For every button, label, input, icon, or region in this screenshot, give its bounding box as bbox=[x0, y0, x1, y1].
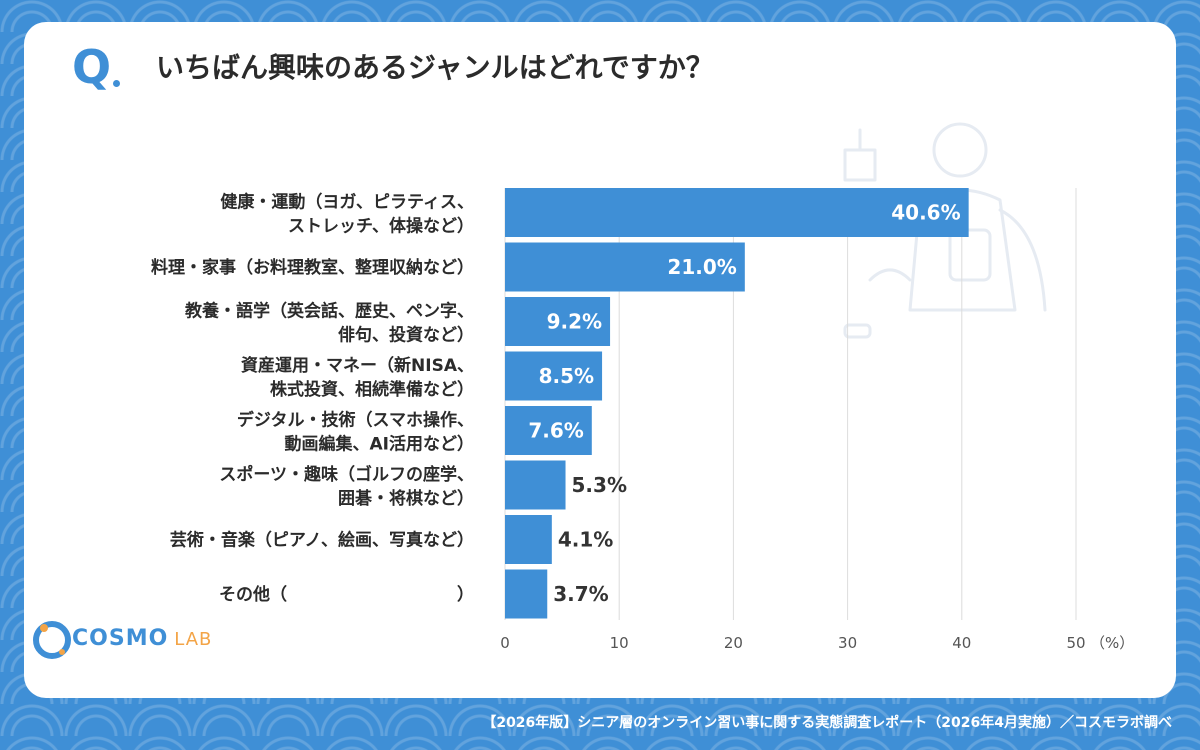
x-tick-label: 0 bbox=[500, 634, 510, 652]
x-tick-label: 40 bbox=[952, 634, 971, 652]
category-label: スポーツ・趣味（ゴルフの座学、 bbox=[219, 464, 474, 485]
category-label: ストレッチ、体操など） bbox=[288, 216, 474, 237]
category-label: 囲碁・将棋など） bbox=[338, 488, 474, 509]
bar bbox=[505, 515, 552, 564]
category-label: デジタル・技術（スマホ操作、 bbox=[237, 410, 474, 431]
category-labels: 健康・運動（ヨガ、ピラティス、ストレッチ、体操など） 料理・家事（お料理教室、整理… bbox=[151, 192, 474, 606]
bar-value-label: 3.7% bbox=[553, 582, 608, 606]
x-axis-unit: （%） bbox=[1090, 634, 1134, 652]
bar bbox=[505, 188, 969, 237]
category-label: 教養・語学（英会話、歴史、ペン字、 bbox=[184, 301, 474, 322]
logo-name: COSMO bbox=[72, 626, 169, 651]
bar bbox=[505, 569, 548, 619]
senior-illustration bbox=[843, 122, 1047, 339]
x-tick-label: 30 bbox=[838, 634, 857, 652]
bars: 40.6% 21.0% 9.2% 8.5% 7.6% 5.3% 4.1% 3.7% bbox=[505, 188, 969, 619]
category-label: 動画編集、AI活用など） bbox=[285, 434, 474, 455]
category-label: 俳句、投資など） bbox=[338, 325, 474, 346]
bar-value-label: 4.1% bbox=[558, 528, 613, 552]
bar-value-label: 8.5% bbox=[539, 364, 594, 388]
x-tick-label: 50 bbox=[1066, 634, 1085, 652]
category-label: 株式投資、相続準備など） bbox=[270, 379, 474, 400]
bar bbox=[505, 351, 603, 401]
logo-suffix: LAB bbox=[174, 629, 213, 650]
footer-source: 【2026年版】シニア層のオンライン習い事に関する実態調査レポート（2026年4… bbox=[482, 715, 1172, 731]
category-label: 健康・運動（ヨガ、ピラティス、 bbox=[220, 192, 474, 213]
cosmo-lab-logo bbox=[33, 621, 71, 659]
bar-value-label: 40.6% bbox=[891, 201, 960, 225]
x-tick-label: 10 bbox=[610, 634, 629, 652]
x-tick-label: 20 bbox=[724, 634, 743, 652]
logo-text: COSMO LAB bbox=[72, 626, 212, 651]
bar-value-label: 5.3% bbox=[572, 473, 627, 497]
question-mark-dot bbox=[113, 80, 120, 87]
bar-value-label: 7.6% bbox=[528, 419, 583, 443]
x-axis-ticks: 0 10 20 30 40 50 （%） bbox=[500, 634, 1134, 652]
bar bbox=[505, 406, 592, 455]
bar bbox=[505, 297, 611, 346]
question-mark: Q bbox=[72, 40, 112, 94]
bar bbox=[505, 460, 566, 510]
category-label: 料理・家事（お料理教室、整理収納など） bbox=[151, 257, 474, 278]
category-label: 芸術・音楽（ピアノ、絵画、写真など） bbox=[170, 530, 474, 551]
question-title: いちばん興味のあるジャンルはどれですか？ bbox=[156, 51, 714, 84]
bar-value-label: 9.2% bbox=[547, 310, 602, 334]
category-label: 資産運用・マネー（新NISA、 bbox=[241, 355, 474, 376]
category-label: その他（ ） bbox=[219, 584, 474, 605]
bar bbox=[505, 242, 745, 292]
bar-value-label: 21.0% bbox=[667, 255, 736, 279]
